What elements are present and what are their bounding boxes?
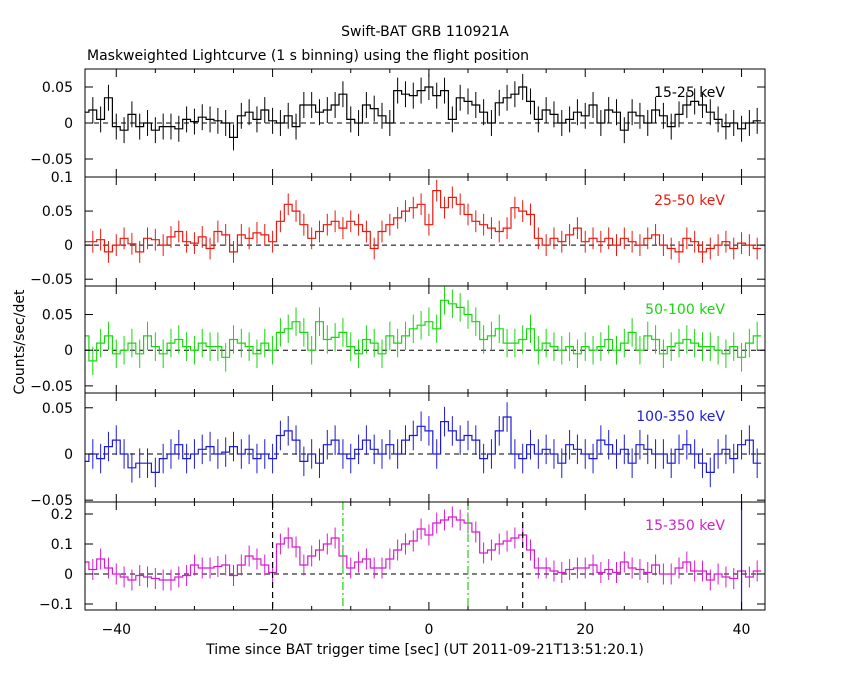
panel-2: −0.05 0 0.05 0.1 25-50 keV [30, 170, 766, 288]
y-tick-label: 0 [64, 116, 73, 132]
series-line [85, 299, 762, 362]
chart-subtitle: Maskweighted Lightcurve (1 s binning) us… [87, 48, 529, 64]
series-label: 15-350 keV [645, 518, 725, 534]
x-tick-label: −20 [258, 622, 288, 638]
series-label: 15-25 keV [654, 85, 725, 101]
y-tick-label: 0 [64, 447, 73, 463]
series-label: 100-350 keV [636, 409, 725, 425]
x-tick-label: 0 [424, 622, 433, 638]
panels-group: −0.05 0 0.05 15-25 keV −0.05 0 0.05 0.1 25-50 ke… [30, 68, 766, 638]
y-tick-label: 0 [64, 343, 73, 359]
panel-frame [84, 501, 766, 611]
chart-title: Swift-BAT GRB 110921A [341, 24, 509, 40]
y-tick-label: −0.05 [30, 272, 73, 288]
y-axis-label: Counts/sec/det [12, 289, 28, 394]
y-tick-label: 0.1 [51, 537, 73, 553]
series-line [85, 190, 762, 253]
panel-5: −0.1 0 0.1 0.2 15-350 keV [39, 501, 766, 613]
y-tick-label: 0.05 [42, 308, 73, 324]
y-tick-label: 0 [64, 567, 73, 583]
x-tick-label: 40 [733, 622, 751, 638]
y-tick-label: −0.05 [30, 379, 73, 395]
y-tick-label: 0.05 [42, 204, 73, 220]
y-tick-label: 0.1 [51, 170, 73, 186]
y-tick-label: −0.05 [30, 152, 73, 168]
panel-3: −0.05 0 0.05 50-100 keV [30, 285, 766, 395]
series-line [85, 516, 762, 581]
series-label: 25-50 keV [654, 193, 725, 209]
y-tick-label: 0.05 [42, 80, 73, 96]
y-tick-label: 0 [64, 238, 73, 254]
x-axis-label: Time since BAT trigger time [sec] (UT 20… [205, 642, 644, 658]
panel-4: −0.05 0 0.05 100-350 keV [30, 392, 766, 509]
y-tick-label: 0.05 [42, 401, 73, 417]
y-tick-label: −0.05 [30, 493, 73, 509]
y-tick-label: −0.1 [39, 597, 73, 613]
y-tick-label: 0.2 [51, 507, 73, 523]
x-tick-label: 20 [576, 622, 594, 638]
x-tick-label: −40 [101, 622, 131, 638]
series-label: 50-100 keV [645, 302, 725, 318]
panel-1: −0.05 0 0.05 15-25 keV [30, 68, 766, 178]
